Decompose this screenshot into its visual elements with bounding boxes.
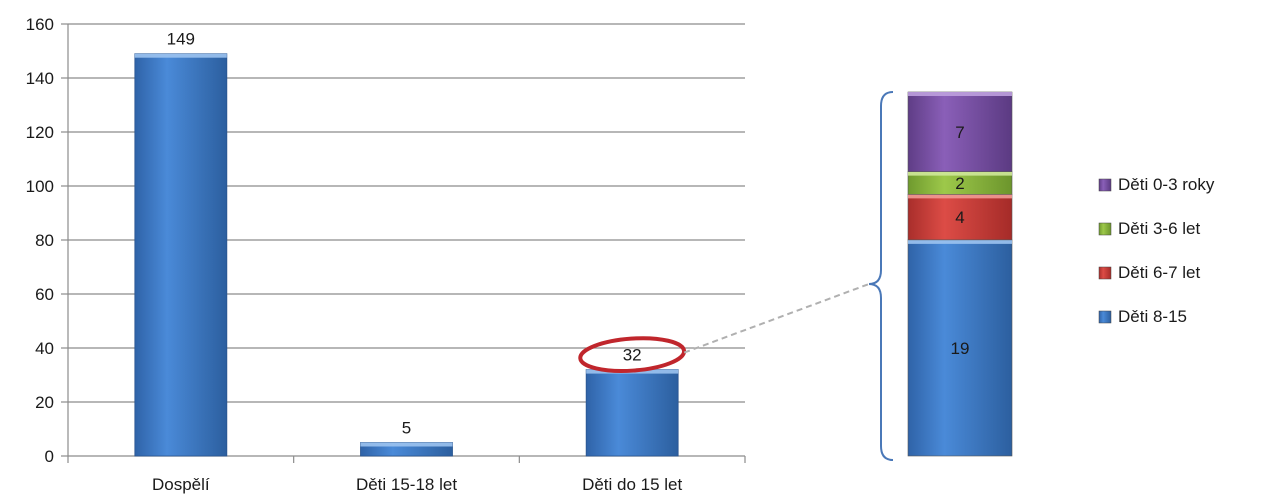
data-label: 149 [167, 30, 195, 49]
legend-swatch [1099, 223, 1111, 235]
zoom-bracket [869, 92, 893, 460]
stack-segment-label: 2 [955, 174, 964, 193]
main-y-tick-labels: 0 20 40 60 80 100 120 140 160 [26, 15, 54, 466]
legend-label: Děti 8-15 [1118, 307, 1187, 326]
data-label: 32 [623, 346, 642, 365]
main-bars [135, 54, 678, 456]
data-label: 5 [402, 419, 411, 438]
main-category-labels: Dospělí Děti 15-18 let Děti do 15 let [152, 475, 683, 494]
bar [586, 370, 678, 456]
x-category-label: Děti do 15 let [582, 475, 682, 494]
y-tick-label: 40 [35, 339, 54, 358]
y-tick-label: 120 [26, 123, 54, 142]
y-tick-label: 60 [35, 285, 54, 304]
y-tick-label: 140 [26, 69, 54, 88]
bar [135, 54, 227, 456]
legend-swatch [1099, 267, 1111, 279]
legend-label: Děti 0-3 roky [1118, 175, 1215, 194]
legend-swatch [1099, 311, 1111, 323]
legend-swatch [1099, 179, 1111, 191]
bar-highlight [135, 54, 227, 58]
legend-label: Děti 6-7 let [1118, 263, 1200, 282]
stack-segment-label: 4 [955, 208, 964, 227]
legend-label: Děti 3-6 let [1118, 219, 1200, 238]
stack-segment-highlight [908, 194, 1012, 198]
y-tick-label: 20 [35, 393, 54, 412]
y-tick-label: 160 [26, 15, 54, 34]
y-tick-label: 100 [26, 177, 54, 196]
stacked-bar: 19 4 2 7 [908, 92, 1012, 456]
stack-segment-highlight [908, 240, 1012, 244]
stack-segment-highlight [908, 92, 1012, 96]
bar-highlight [361, 443, 453, 447]
y-tick-label: 0 [45, 447, 54, 466]
stack-segment-label: 7 [955, 123, 964, 142]
x-category-label: Dospělí [152, 475, 210, 494]
y-tick-label: 80 [35, 231, 54, 250]
main-data-labels: 149 5 32 [167, 30, 642, 438]
stack-segment-label: 19 [951, 339, 970, 358]
legend: Děti 0-3 roky Děti 3-6 let Děti 6-7 let Dět… [1099, 175, 1215, 326]
x-category-label: Děti 15-18 let [356, 475, 457, 494]
